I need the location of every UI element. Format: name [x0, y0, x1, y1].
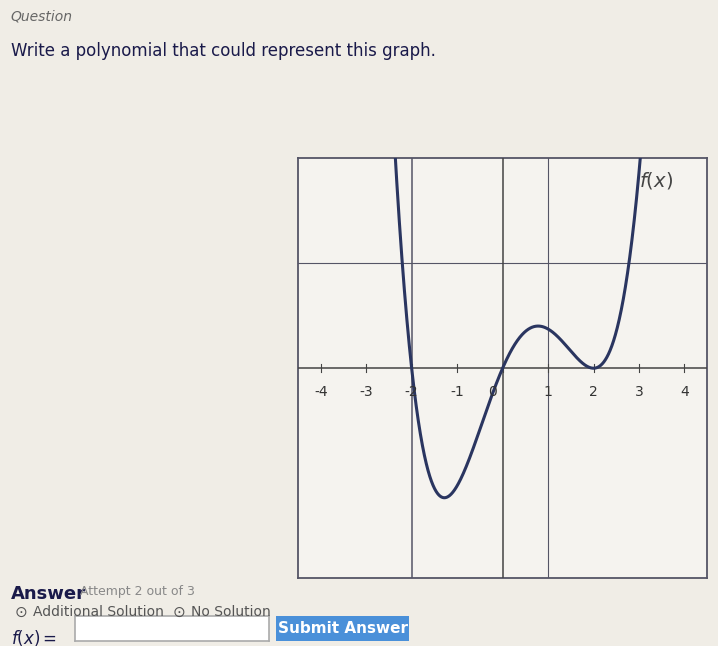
Text: Question: Question — [11, 10, 73, 24]
Text: No Solution: No Solution — [191, 605, 271, 620]
Text: -1: -1 — [450, 384, 464, 399]
Text: -4: -4 — [314, 384, 327, 399]
Text: 2: 2 — [589, 384, 598, 399]
Text: ⊙: ⊙ — [14, 605, 27, 620]
Text: Additional Solution: Additional Solution — [33, 605, 164, 620]
Text: Submit Answer: Submit Answer — [278, 621, 408, 636]
Text: -2: -2 — [405, 384, 419, 399]
Text: $f(x)$: $f(x)$ — [639, 170, 673, 191]
Text: $f(x) =$: $f(x) =$ — [11, 628, 57, 646]
Text: Attempt 2 out of 3: Attempt 2 out of 3 — [80, 585, 195, 598]
Text: 3: 3 — [635, 384, 643, 399]
Text: 4: 4 — [680, 384, 689, 399]
Text: -3: -3 — [360, 384, 373, 399]
Text: 0: 0 — [488, 384, 497, 399]
Text: ⊙: ⊙ — [172, 605, 185, 620]
Text: Write a polynomial that could represent this graph.: Write a polynomial that could represent … — [11, 42, 436, 60]
Text: Answer: Answer — [11, 585, 85, 603]
Text: 1: 1 — [544, 384, 553, 399]
